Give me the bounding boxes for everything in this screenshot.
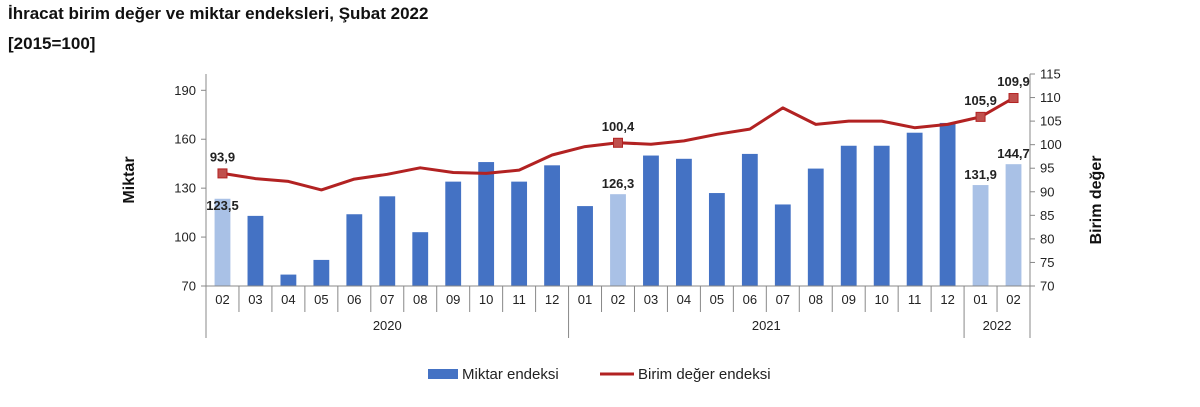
x-tick-label: 09	[841, 292, 855, 307]
data-label-line-0: 93,9	[210, 149, 235, 164]
x-tick-label: 04	[677, 292, 691, 307]
y-axis-right-label: Birim değer	[1088, 156, 1105, 245]
bar-9	[511, 181, 528, 286]
x-tick-label: 09	[446, 292, 460, 307]
right-tick-label: 95	[1040, 161, 1054, 176]
legend-line-label: Birim değer endeksi	[638, 366, 771, 383]
bar-8	[478, 162, 495, 286]
x-tick-label: 02	[1006, 292, 1020, 307]
left-tick-label: 130	[174, 181, 196, 196]
right-tick-label: 80	[1040, 231, 1054, 246]
year-label-2022: 2022	[983, 318, 1012, 333]
x-tick-label: 10	[874, 292, 888, 307]
right-tick-label: 110	[1040, 90, 1061, 105]
left-tick-label: 70	[182, 279, 196, 294]
x-tick-label: 05	[710, 292, 724, 307]
data-label-line-23: 105,9	[964, 93, 997, 108]
bar-22	[939, 122, 956, 286]
bar-6	[412, 232, 429, 286]
left-tick-label: 160	[174, 132, 196, 147]
legend-group: Miktar endeksi Birim değer endeksi	[428, 366, 771, 383]
right-tick-label: 90	[1040, 184, 1054, 199]
y-axis-left-label: Miktar	[121, 156, 138, 203]
bars-group	[214, 122, 1022, 286]
chart-title: İhracat birim değer ve miktar endeksleri…	[8, 4, 429, 23]
bar-21	[906, 132, 923, 286]
x-tick-label: 06	[347, 292, 361, 307]
x-tick-label: 02	[611, 292, 625, 307]
left-tick-label: 100	[174, 230, 196, 245]
x-tick-label: 05	[314, 292, 328, 307]
axes-group: 70 100 130 160 190 70 75 80 85 90 95 100 105 110 115 Mi…	[121, 67, 1105, 294]
bar-17	[774, 204, 791, 286]
bar-16	[741, 153, 758, 286]
x-tick-label: 02	[215, 292, 229, 307]
x-tick-label: 03	[248, 292, 262, 307]
bar-12	[610, 194, 626, 286]
x-tick-label: 08	[809, 292, 823, 307]
line-marker-12	[613, 137, 623, 148]
x-tick-label: 07	[380, 292, 394, 307]
bar-15	[708, 193, 725, 286]
bar-24	[1005, 164, 1022, 286]
line-marker-23	[975, 111, 986, 122]
x-tick-label: 03	[644, 292, 658, 307]
bar-0	[214, 198, 231, 286]
bar-2	[280, 274, 297, 286]
left-tick-label: 190	[174, 83, 196, 98]
right-tick-label: 105	[1040, 114, 1062, 129]
x-tick-label: 01	[578, 292, 592, 307]
data-label-line-12: 100,4	[602, 119, 635, 134]
right-tick-label: 70	[1040, 279, 1054, 294]
chart-subtitle: [2015=100]	[8, 34, 96, 53]
legend-bar-label: Miktar endeksi	[462, 366, 559, 383]
year-label-2021: 2021	[752, 318, 781, 333]
right-tick-label: 100	[1040, 137, 1062, 152]
x-tick-label: 11	[908, 292, 922, 307]
x-tick-label: 12	[545, 292, 559, 307]
x-tick-label: 12	[940, 292, 954, 307]
line-marker-0	[217, 168, 228, 179]
x-axis-group: 02 03 04 05 06 07 08 09 10 11 12 01 02 03 04 05 06 07 08 09…	[205, 285, 1031, 338]
bar-13	[643, 155, 659, 286]
data-label-bar-23: 131,9	[964, 167, 997, 182]
bar-5	[379, 196, 396, 286]
data-label-line-24: 109,9	[997, 74, 1030, 89]
x-tick-label: 06	[743, 292, 757, 307]
legend-bar-swatch	[428, 369, 458, 379]
line-marker-24	[1008, 93, 1019, 104]
data-label-bar-12: 126,3	[602, 176, 635, 191]
bar-23	[972, 185, 989, 286]
bar-10	[544, 165, 560, 286]
bar-7	[445, 181, 462, 286]
right-tick-label: 85	[1040, 208, 1054, 223]
x-tick-label: 07	[776, 292, 790, 307]
x-tick-label: 01	[973, 292, 987, 307]
bar-11	[577, 206, 593, 286]
bar-3	[313, 259, 330, 286]
year-label-2020: 2020	[373, 318, 402, 333]
right-tick-label: 115	[1040, 67, 1061, 82]
x-tick-label: 11	[512, 292, 526, 307]
bar-1	[247, 215, 264, 286]
line-group	[217, 93, 1019, 192]
data-label-bar-24: 144,7	[997, 146, 1030, 161]
x-tick-label: 04	[281, 292, 295, 307]
bar-18	[807, 168, 824, 286]
bar-4	[346, 214, 363, 286]
bar-20	[873, 145, 890, 286]
data-label-bar-0: 123,5	[206, 198, 239, 213]
x-tick-label: 08	[413, 292, 427, 307]
right-tick-label: 75	[1040, 255, 1054, 270]
bar-14	[676, 158, 692, 286]
bar-19	[840, 145, 857, 286]
x-tick-label: 10	[479, 292, 493, 307]
